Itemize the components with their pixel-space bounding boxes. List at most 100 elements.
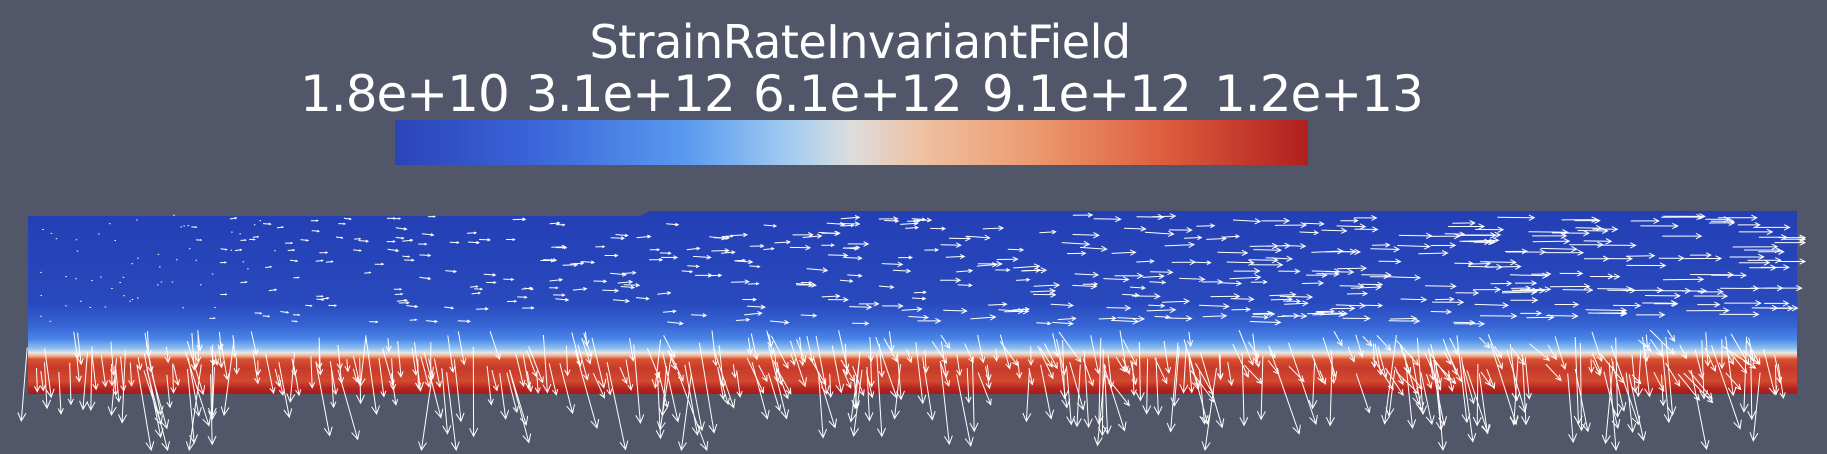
velocity-arrow [876,353,886,438]
velocity-arrow [868,351,875,388]
velocity-arrow [551,244,567,249]
velocity-arrow [842,245,861,250]
velocity-arrow [57,371,64,415]
velocity-arrow [1250,279,1268,285]
tick-label: 3.1e+12 [526,65,736,123]
velocity-arrow [1504,248,1529,255]
velocity-arrow [262,315,271,318]
velocity-arrow [708,273,723,278]
velocity-arrow [1022,267,1048,274]
velocity-arrow [522,306,535,310]
velocity-arrow [964,343,974,364]
velocity-arrow [1432,299,1465,306]
velocity-arrow [1749,264,1778,271]
velocity-arrow [1515,280,1538,286]
scalar-bar-legend: StrainRateInvariantField 1.8e+10 3.1e+12… [0,0,1827,170]
velocity-arrow [549,278,564,282]
velocity-arrow [1684,255,1723,262]
velocity-arrow [1148,303,1166,309]
velocity-arrow [1146,306,1177,314]
velocity-arrow [337,369,360,441]
velocity-arrow [1753,224,1791,231]
velocity-arrow [574,349,600,429]
velocity-arrow [1090,335,1101,375]
velocity-arrow [353,249,363,252]
velocity-arrow [291,320,298,323]
velocity-arrow [526,371,534,393]
velocity-arrow [1331,305,1356,312]
velocity-arrow [1223,234,1241,239]
velocity-arrow [940,242,962,248]
velocity-arrow [1642,345,1649,363]
velocity-arrow [1253,246,1283,254]
velocity-arrow [1278,268,1301,275]
velocity-arrow [610,272,628,277]
velocity-arrow [1093,215,1122,223]
velocity-arrow [717,370,730,406]
velocity-arrow [1336,223,1367,230]
velocity-arrow [1033,282,1061,289]
velocity-arrow [617,279,634,285]
velocity-arrow [898,255,914,260]
velocity-arrow [1551,230,1590,237]
velocity-arrow [1665,336,1677,416]
velocity-arrow [166,374,173,409]
velocity-arrow [649,257,664,262]
velocity-arrow [39,371,46,392]
velocity-arrow [1083,350,1093,429]
velocity-arrow [524,287,534,291]
velocity-arrow [1591,331,1603,363]
velocity-arrow [220,248,228,251]
velocity-arrow [577,344,590,381]
velocity-arrow [1434,296,1455,302]
velocity-arrow [17,347,28,423]
velocity-arrow [1418,250,1449,257]
velocity-arrow [922,357,936,421]
velocity-arrow [1662,276,1705,283]
velocity-arrow [402,255,411,258]
strain-rate-field-view [0,205,1827,454]
velocity-arrow [1269,291,1297,298]
velocity-arrow [118,350,128,424]
velocity-arrow [33,367,41,393]
velocity-arrow [406,304,419,309]
velocity-arrow [428,215,436,218]
velocity-arrow [184,351,211,427]
velocity-arrow [633,344,645,425]
velocity-arrow [1640,222,1679,230]
velocity-arrow-glyphs [17,212,1807,452]
velocity-arrow [821,243,835,248]
velocity-arrow [768,345,790,420]
velocity-arrow [1394,366,1404,386]
velocity-arrow [1574,217,1601,224]
velocity-arrow [1179,344,1189,394]
velocity-arrow [1249,319,1282,326]
velocity-arrow [795,282,817,288]
velocity-arrow [1661,213,1704,221]
velocity-arrow [330,369,337,409]
velocity-arrow [844,255,863,261]
velocity-arrow [1524,356,1532,400]
velocity-arrow [746,337,754,356]
velocity-arrow [509,369,529,426]
velocity-arrow [881,261,904,268]
velocity-arrow [852,321,870,326]
velocity-arrow [841,223,855,228]
velocity-arrow [1059,356,1071,409]
velocity-arrow [1577,227,1609,235]
velocity-arrow [758,364,768,383]
velocity-arrow [1704,332,1711,367]
velocity-arrow [956,268,974,274]
velocity-arrow [509,369,532,444]
velocity-arrow [977,260,1003,268]
velocity-arrow [957,283,973,288]
velocity-arrow [1612,302,1642,309]
velocity-arrow [343,217,352,221]
velocity-arrow [612,298,631,304]
velocity-arrow [1425,283,1457,290]
velocity-arrow [292,360,302,397]
velocity-arrow [1123,225,1147,232]
velocity-arrow [186,368,198,445]
velocity-arrow [735,317,751,322]
velocity-arrow [1371,242,1391,248]
